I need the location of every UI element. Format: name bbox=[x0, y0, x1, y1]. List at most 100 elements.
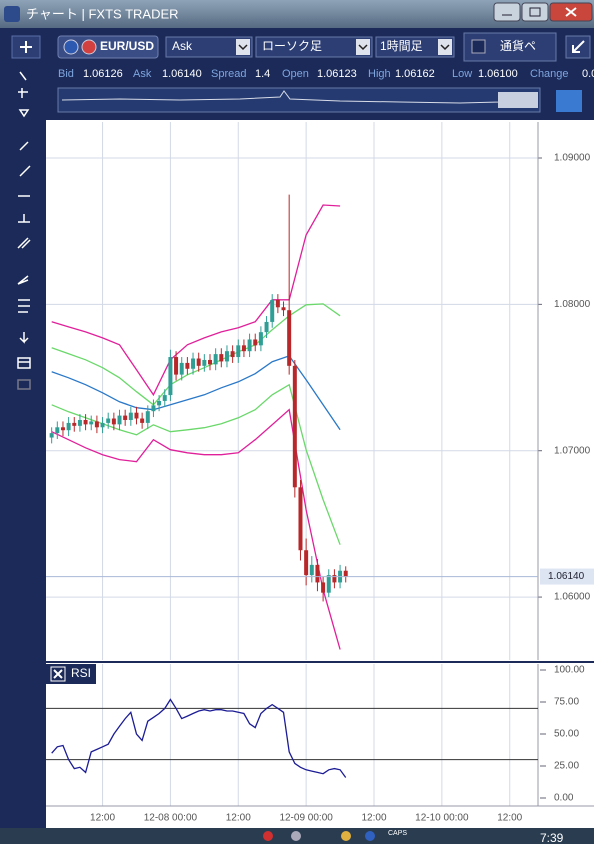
rsi-close-glyph bbox=[53, 669, 63, 679]
quote-label: Low bbox=[452, 68, 472, 80]
chart-type-label: ローソク足 bbox=[262, 39, 322, 53]
tool-lines[interactable] bbox=[17, 141, 31, 249]
quote-value: 1.06140 bbox=[162, 68, 202, 80]
candle-body bbox=[264, 321, 269, 333]
overview-line bbox=[61, 90, 521, 104]
candle-body bbox=[66, 422, 71, 431]
overview-button[interactable] bbox=[556, 90, 582, 112]
maximize-button[interactable] bbox=[521, 2, 549, 22]
tool-cursor[interactable] bbox=[18, 71, 30, 118]
y-tick-label: 1.07000 bbox=[554, 445, 591, 456]
candle-body bbox=[253, 339, 258, 346]
chart-area bbox=[46, 120, 594, 828]
band-line bbox=[51, 383, 341, 545]
candle-body bbox=[140, 418, 145, 423]
band-line bbox=[51, 408, 341, 650]
candle-body bbox=[287, 310, 292, 366]
price-side-label: Ask bbox=[172, 39, 193, 53]
quote-bar: Bid 1.06126 Ask 1.06140 Spread 1.4 Open 1.06123… bbox=[58, 68, 594, 80]
candle-body bbox=[321, 582, 326, 593]
band-line bbox=[51, 204, 341, 397]
candle-body bbox=[326, 575, 331, 593]
dropdown-glyph bbox=[358, 44, 368, 51]
candle-body bbox=[179, 362, 184, 375]
quote-label: Bid bbox=[58, 68, 74, 80]
overview-strip[interactable] bbox=[57, 87, 541, 113]
candle-body bbox=[117, 415, 122, 425]
candle-body bbox=[213, 354, 218, 365]
dropdown-glyph bbox=[238, 44, 248, 51]
dropdown-arrow bbox=[356, 39, 370, 55]
candle-body bbox=[343, 570, 348, 577]
pair-selector[interactable] bbox=[57, 35, 159, 59]
x-tick-label: 12-10 00:00 bbox=[415, 813, 469, 824]
overview-scroll[interactable] bbox=[498, 92, 538, 108]
candle-body bbox=[185, 362, 190, 369]
candle-body bbox=[196, 358, 201, 366]
candle-body bbox=[224, 351, 229, 362]
quote-label: Spread bbox=[211, 68, 246, 80]
chart-type-select[interactable] bbox=[255, 36, 373, 58]
candle-body bbox=[270, 299, 275, 322]
candle-body bbox=[309, 564, 314, 576]
y-tick-label: 0.00 bbox=[554, 793, 574, 804]
quote-value: 1.06123 bbox=[317, 68, 357, 80]
candle-body bbox=[162, 395, 167, 401]
dropdown-arrow bbox=[438, 39, 452, 55]
candle-body bbox=[202, 359, 207, 366]
tool-misc[interactable] bbox=[17, 332, 31, 369]
candle-body bbox=[230, 351, 235, 358]
tray-icon bbox=[341, 831, 351, 841]
candle-body bbox=[83, 419, 88, 425]
timeframe-select[interactable] bbox=[375, 36, 455, 58]
minimize-button[interactable] bbox=[493, 2, 521, 22]
candle-body bbox=[111, 418, 116, 425]
quote-value: 1.06126 bbox=[83, 68, 123, 80]
current-price-label: 1.06140 bbox=[548, 571, 585, 582]
tool-fib[interactable] bbox=[17, 275, 30, 313]
candle-body bbox=[241, 345, 246, 352]
tool-camera[interactable] bbox=[17, 379, 31, 390]
price-panel: 1.06000 1.07000 1.08000 1.09000 1.06140 bbox=[46, 122, 594, 663]
clock: 7:39 bbox=[540, 831, 564, 844]
candle-body bbox=[134, 412, 139, 419]
x-tick-label: 12:00 bbox=[361, 813, 386, 824]
current-price-box bbox=[540, 568, 594, 585]
rsi-line bbox=[51, 698, 347, 778]
drawing-tools bbox=[17, 71, 31, 390]
y-tick-label: 100.00 bbox=[554, 665, 585, 676]
x-tick-label: 12-09 00:00 bbox=[279, 813, 333, 824]
y-tick-label: 75.00 bbox=[554, 697, 579, 708]
candle-body bbox=[168, 357, 173, 396]
band-line bbox=[51, 355, 341, 431]
price-plot bbox=[49, 194, 348, 650]
close-glyph bbox=[565, 7, 577, 17]
timeframe-label: 1時間足 bbox=[380, 39, 423, 53]
window-title: チャート | FXTS TRADER bbox=[26, 6, 179, 21]
candle-body bbox=[191, 358, 196, 369]
eu-flag bbox=[63, 39, 79, 55]
quote-label: High bbox=[368, 68, 391, 80]
app-icon bbox=[4, 6, 20, 22]
candle-body bbox=[292, 365, 297, 488]
x-tick-label: 12:00 bbox=[90, 813, 115, 824]
rsi-title: RSI bbox=[71, 666, 91, 680]
us-flag bbox=[81, 39, 97, 55]
tray-icon bbox=[291, 831, 301, 841]
quote-label: Change bbox=[530, 68, 569, 80]
candle-body bbox=[174, 357, 179, 375]
candle-body bbox=[100, 422, 105, 428]
candle-body bbox=[298, 487, 303, 551]
candle-body bbox=[258, 332, 263, 346]
candle-body bbox=[89, 421, 94, 425]
x-axis: 12:00 12-08 00:00 12:00 12-09 00:00 12:00 12-… bbox=[90, 813, 523, 824]
candle-body bbox=[145, 411, 150, 423]
collapse-glyph bbox=[572, 40, 585, 53]
candle-body bbox=[49, 433, 54, 438]
price-side-select[interactable] bbox=[165, 36, 253, 58]
quote-value: 1.4 bbox=[255, 68, 270, 80]
band-line bbox=[51, 303, 341, 406]
checkbox[interactable] bbox=[471, 39, 486, 54]
candle-body bbox=[281, 307, 286, 311]
